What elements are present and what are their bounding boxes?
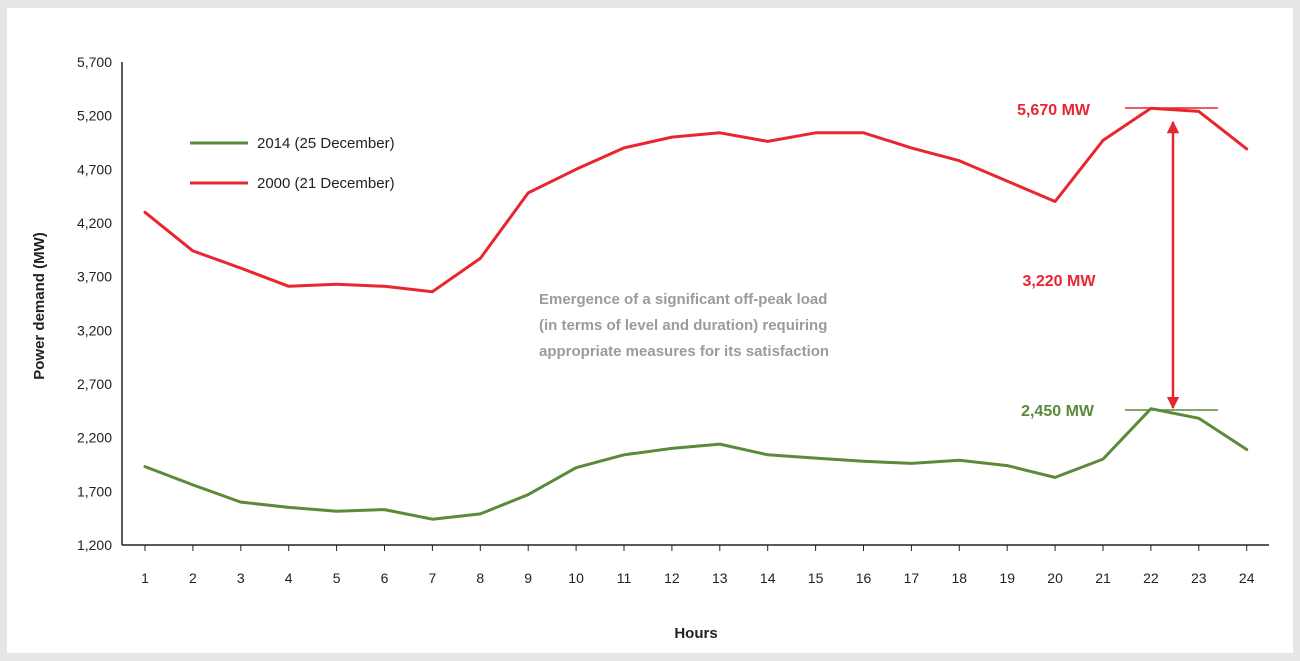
x-tick-label: 11 [617, 570, 632, 586]
x-tick-marks [144, 545, 1248, 551]
x-tick-label: 4 [285, 570, 293, 586]
y-tick-label: 3,200 [77, 322, 112, 338]
series-line-2000 [143, 106, 1249, 294]
x-axis-title: Hours [674, 625, 717, 642]
y-tick-label: 4,700 [77, 161, 112, 177]
peak-2000-label: 5,670 MW [1017, 102, 1091, 119]
off-peak-note-line-3: appropriate measures for its satisfactio… [539, 343, 829, 360]
difference-label: 3,220 MW [1023, 273, 1097, 290]
off-peak-note-line-2: (in terms of level and duration) requiri… [539, 317, 827, 334]
x-tick-label: 20 [1047, 570, 1063, 586]
x-tick-label: 8 [476, 570, 484, 586]
x-tick-label: 5 [333, 570, 341, 586]
y-axis-title: Power demand (MW) [31, 232, 48, 380]
x-tick-label: 7 [429, 570, 437, 586]
legend: 2014 (25 December) 2000 (21 December) [190, 135, 395, 192]
x-tick-label: 18 [952, 570, 968, 586]
legend-label-2014: 2014 (25 December) [257, 135, 395, 152]
x-tick-label: 21 [1095, 570, 1111, 586]
x-tick-label: 13 [712, 570, 728, 586]
series-line-2014 [143, 407, 1249, 521]
y-tick-label: 2,200 [77, 430, 112, 446]
x-tick-label: 9 [524, 570, 532, 586]
x-tick-label: 23 [1191, 570, 1207, 586]
y-tick-label: 3,700 [77, 269, 112, 285]
x-tick-label: 22 [1143, 570, 1159, 586]
x-tick-label: 12 [664, 570, 680, 586]
x-tick-label: 1 [141, 570, 149, 586]
x-tick-labels: 1 2 3 4 5 6 7 8 9 10 11 12 13 14 15 16 17 18 19 20 21 22 23 24 [141, 570, 1255, 586]
x-tick-label: 14 [760, 570, 776, 586]
x-tick-label: 17 [904, 570, 920, 586]
y-tick-label: 1,200 [77, 537, 112, 553]
series-lines [143, 106, 1249, 521]
y-tick-label: 2,700 [77, 376, 112, 392]
off-peak-note: Emergence of a significant off-peak load… [539, 291, 829, 360]
peak-2014-label: 2,450 MW [1021, 403, 1095, 420]
line-chart: 1,200 1,700 2,200 2,700 3,200 3,700 4,200 4,700… [31, 54, 1269, 642]
y-tick-label: 5,200 [77, 108, 112, 124]
x-tick-label: 19 [999, 570, 1015, 586]
y-tick-label: 4,200 [77, 215, 112, 231]
off-peak-note-line-1: Emergence of a significant off-peak load [539, 291, 827, 308]
y-tick-label: 5,700 [77, 54, 112, 70]
x-tick-label: 24 [1239, 570, 1255, 586]
x-tick-label: 16 [856, 570, 872, 586]
chart-frame: 1,200 1,700 2,200 2,700 3,200 3,700 4,200 4,700… [7, 8, 1293, 653]
x-tick-label: 2 [189, 570, 197, 586]
x-tick-label: 6 [381, 570, 389, 586]
x-tick-label: 15 [808, 570, 824, 586]
legend-label-2000: 2000 (21 December) [257, 175, 395, 192]
x-tick-label: 10 [568, 570, 584, 586]
x-tick-label: 3 [237, 570, 245, 586]
y-tick-label: 1,700 [77, 483, 112, 499]
y-tick-labels: 1,200 1,700 2,200 2,700 3,200 3,700 4,200 4,700… [77, 54, 112, 553]
